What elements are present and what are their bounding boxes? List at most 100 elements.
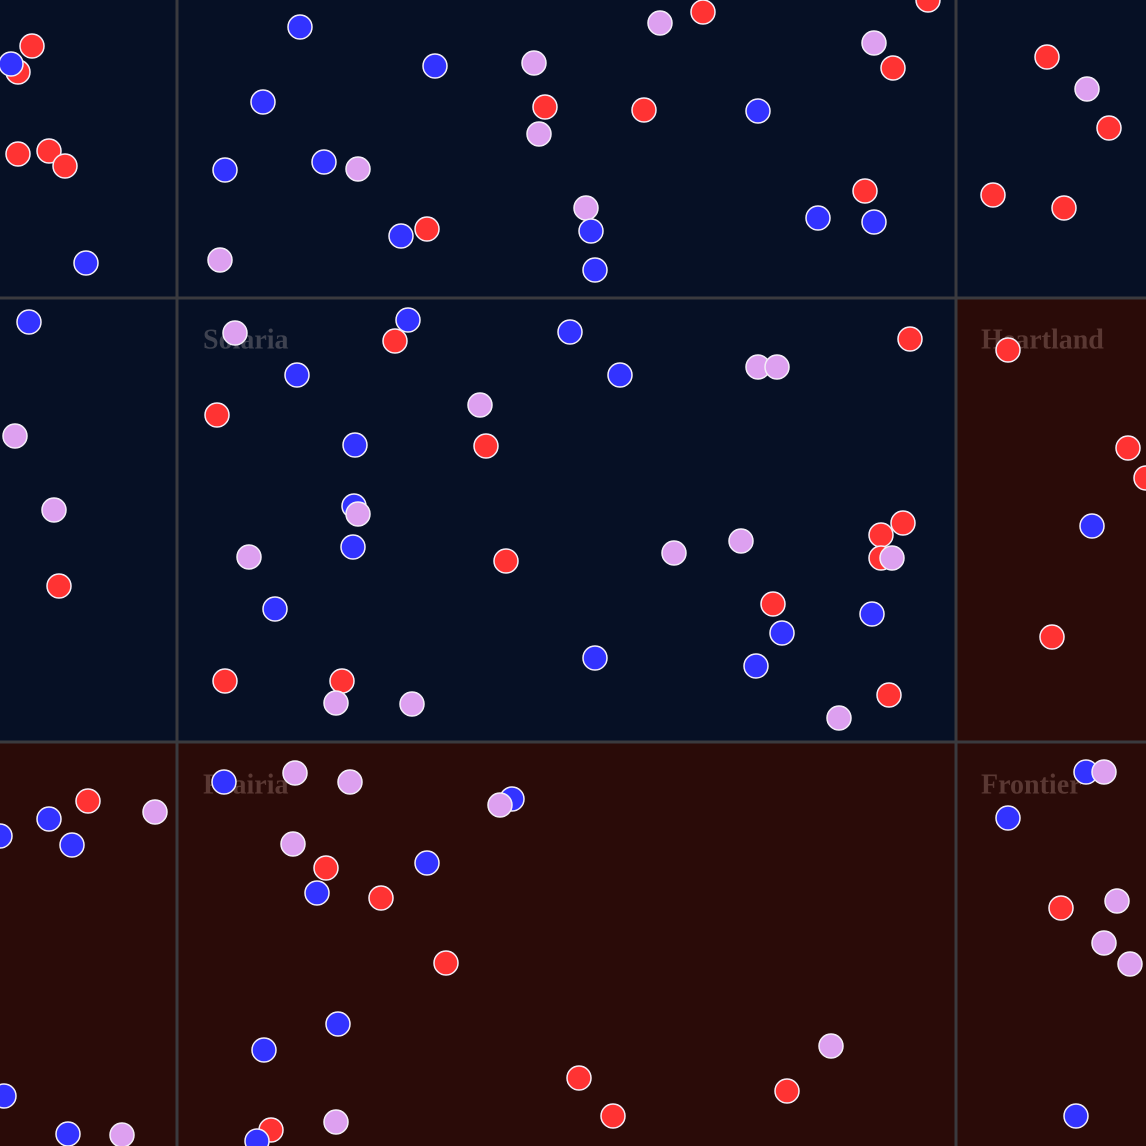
unit-dot [2, 423, 28, 449]
unit-dot [557, 319, 583, 345]
unit-dot [325, 1011, 351, 1037]
unit-dot [1115, 435, 1141, 461]
unit-dot [323, 1109, 349, 1135]
unit-dot [532, 94, 558, 120]
unit-dot [41, 497, 67, 523]
unit-dot [204, 402, 230, 428]
unit-dot [0, 51, 24, 77]
unit-dot [1104, 888, 1130, 914]
unit-dot [995, 805, 1021, 831]
unit-dot [764, 354, 790, 380]
unit-dot [382, 328, 408, 354]
unit-dot [897, 326, 923, 352]
unit-dot [690, 0, 716, 25]
unit-dot [399, 691, 425, 717]
unit-dot [342, 432, 368, 458]
unit-dot [852, 178, 878, 204]
unit-dot [879, 545, 905, 571]
unit-dot [142, 799, 168, 825]
unit-dot [414, 850, 440, 876]
unit-dot [52, 153, 78, 179]
unit-dot [323, 690, 349, 716]
unit-dot [311, 149, 337, 175]
unit-dot [521, 50, 547, 76]
unit-dot [1133, 465, 1146, 491]
unit-dot [251, 1037, 277, 1063]
unit-dot [207, 247, 233, 273]
unit-dot [337, 769, 363, 795]
unit-dot [980, 182, 1006, 208]
unit-dot [600, 1103, 626, 1129]
unit-dot [493, 548, 519, 574]
unit-dot [211, 769, 237, 795]
unit-dot [1117, 951, 1143, 977]
unit-dot [0, 823, 13, 849]
unit-dot [861, 209, 887, 235]
unit-dot [340, 534, 366, 560]
unit-dot [826, 705, 852, 731]
unit-dot [880, 55, 906, 81]
unit-dot [743, 653, 769, 679]
unit-dot [915, 0, 941, 13]
unit-dot [16, 309, 42, 335]
unit-dot [578, 218, 604, 244]
unit-dot [19, 33, 45, 59]
unit-dot [582, 645, 608, 671]
unit-dot [75, 788, 101, 814]
territory-cell [956, 298, 1146, 742]
unit-dot [1079, 513, 1105, 539]
unit-dot [282, 760, 308, 786]
unit-dot [647, 10, 673, 36]
unit-dot [262, 596, 288, 622]
unit-dot [526, 121, 552, 147]
unit-dot [760, 591, 786, 617]
unit-dot [631, 97, 657, 123]
unit-dot [861, 30, 887, 56]
unit-dot [59, 832, 85, 858]
unit-dot [876, 682, 902, 708]
unit-dot [1063, 1103, 1089, 1129]
region-label: Frontier [981, 769, 1082, 800]
unit-dot [1096, 115, 1122, 141]
unit-dot [36, 138, 62, 164]
unit-dot [1039, 624, 1065, 650]
unit-dot [422, 53, 448, 79]
unit-dot [1074, 76, 1100, 102]
unit-dot [313, 855, 339, 881]
unit-dot [487, 792, 513, 818]
unit-dot [995, 337, 1021, 363]
unit-dot [287, 14, 313, 40]
unit-dot [1048, 895, 1074, 921]
unit-dot [728, 528, 754, 554]
unit-dot [244, 1128, 270, 1146]
unit-dot [280, 831, 306, 857]
unit-dot [890, 510, 916, 536]
unit-dot [212, 157, 238, 183]
unit-dot [55, 1121, 81, 1146]
unit-dot [109, 1122, 135, 1146]
unit-dot [345, 501, 371, 527]
unit-dot [0, 1083, 17, 1109]
unit-dot [868, 522, 894, 548]
unit-dot [329, 668, 355, 694]
unit-dot [473, 433, 499, 459]
unit-dot [467, 392, 493, 418]
unit-dot [805, 205, 831, 231]
unit-dot [368, 885, 394, 911]
unit-dot [433, 950, 459, 976]
unit-dot [582, 257, 608, 283]
unit-dot [607, 362, 633, 388]
unit-dot [1034, 44, 1060, 70]
unit-dot [769, 620, 795, 646]
unit-dot [818, 1033, 844, 1059]
unit-dot [236, 544, 262, 570]
territory-cell [0, 298, 956, 742]
unit-dot [5, 141, 31, 167]
unit-dot [1091, 759, 1117, 785]
unit-dot [46, 573, 72, 599]
unit-dot [250, 89, 276, 115]
unit-dot [395, 307, 421, 333]
